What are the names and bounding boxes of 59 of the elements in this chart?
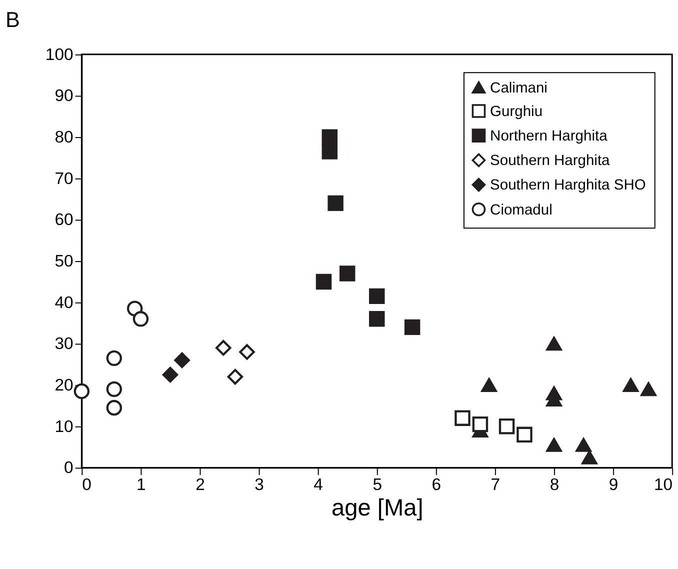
- point: [106, 350, 122, 366]
- point: [162, 366, 178, 383]
- legend-label: Southern Harghita: [490, 153, 611, 170]
- point: [404, 319, 420, 336]
- y-tick-label: 0: [64, 458, 74, 478]
- point: [481, 378, 497, 392]
- y-tick-label: 100: [45, 44, 74, 64]
- y-tick-label: 50: [54, 251, 74, 270]
- point: [472, 416, 488, 432]
- point: [498, 418, 515, 434]
- x-tick-label: 10: [654, 474, 673, 494]
- point: [106, 400, 122, 416]
- legend-label: Gurghiu: [490, 104, 543, 120]
- point: [74, 383, 90, 400]
- point: [369, 311, 385, 327]
- x-tick-label: 6: [432, 474, 442, 494]
- y-tick-label: 60: [54, 210, 74, 230]
- y-tick-label: 90: [54, 86, 74, 106]
- x-tick-label: 2: [196, 474, 205, 494]
- point: [239, 344, 255, 360]
- x-tick-label: 1: [136, 474, 146, 494]
- x-tick-label: 0: [82, 474, 92, 494]
- point: [582, 450, 598, 464]
- point: [106, 381, 122, 398]
- point: [132, 311, 149, 327]
- y-tick-label: 70: [54, 168, 74, 188]
- y-tick-label: 80: [54, 127, 74, 146]
- point: [227, 368, 244, 385]
- x-axis-title: age [Ma]: [331, 495, 424, 522]
- y-tick-label: 20: [54, 375, 74, 394]
- point: [322, 129, 338, 145]
- point: [316, 274, 332, 290]
- point: [640, 382, 656, 396]
- y-tick-label: 30: [54, 334, 74, 354]
- point: [454, 410, 470, 426]
- x-tick-label: 7: [490, 474, 500, 494]
- legend-label: Ciomadul: [490, 202, 552, 218]
- point: [546, 336, 562, 351]
- x-tick-label: 9: [608, 474, 618, 494]
- point: [322, 144, 338, 160]
- point: [339, 266, 356, 282]
- point: [328, 195, 344, 212]
- point: [622, 378, 639, 392]
- point: [216, 340, 232, 356]
- legend-label: Northern Harghita: [490, 128, 608, 145]
- legend-label: Calimani: [490, 80, 548, 96]
- chart-title: B: [6, 6, 20, 32]
- point: [369, 288, 385, 304]
- point: [576, 438, 592, 452]
- x-tick-label: 4: [314, 474, 323, 494]
- x-tick-label: 3: [254, 474, 264, 494]
- point: [546, 438, 562, 452]
- x-tick-label: 5: [372, 474, 382, 494]
- point: [174, 352, 190, 368]
- y-tick-label: 10: [54, 416, 74, 436]
- x-tick-label: 8: [550, 474, 560, 494]
- point: [516, 426, 532, 443]
- y-tick-label: 40: [54, 292, 74, 312]
- legend-label: Southern Harghita SHO: [490, 178, 646, 194]
